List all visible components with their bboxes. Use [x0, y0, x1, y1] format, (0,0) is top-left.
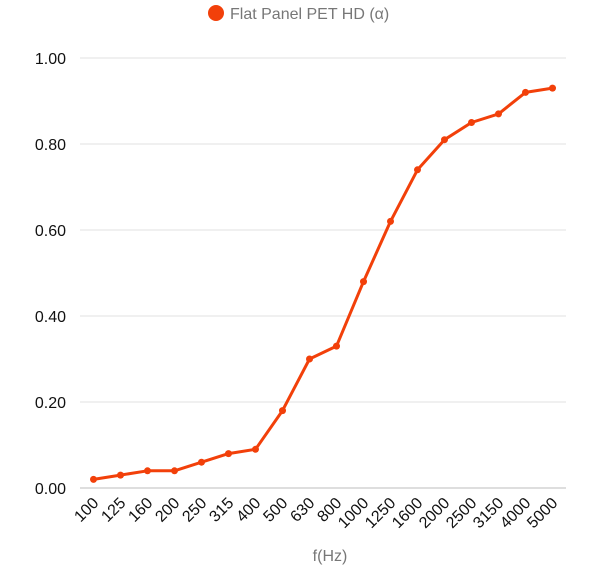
- x-tick-label: 400: [233, 495, 264, 526]
- x-axis-tick-labels: 1001251602002503154005006308001000125016…: [71, 495, 561, 532]
- x-tick-label: 630: [287, 495, 318, 526]
- x-axis-title: f(Hz): [313, 548, 348, 565]
- x-tick-label: 1600: [389, 495, 426, 532]
- x-tick-label: 200: [152, 495, 183, 526]
- series-line: [92, 86, 554, 481]
- data-point: [468, 119, 475, 126]
- grid-lines: [80, 57, 566, 489]
- x-tick-label: 3150: [470, 495, 507, 532]
- x-tick-label: 100: [71, 495, 102, 526]
- data-point: [252, 445, 259, 453]
- legend-swatch: [208, 5, 224, 21]
- y-tick-label: 0.60: [35, 223, 66, 240]
- x-tick-label: 2000: [416, 495, 453, 532]
- data-point: [495, 110, 502, 118]
- x-tick-label: 1250: [362, 495, 399, 532]
- y-tick-label: 0.40: [35, 309, 66, 326]
- data-point: [90, 475, 97, 483]
- legend: Flat Panel PET HD (α): [208, 5, 389, 23]
- data-point: [225, 450, 232, 458]
- y-tick-label: 1.00: [35, 51, 66, 68]
- x-tick-label: 500: [260, 495, 291, 526]
- y-tick-label: 0.20: [35, 395, 66, 412]
- x-tick-label: 315: [206, 495, 237, 526]
- x-tick-label: 2500: [443, 495, 480, 532]
- x-tick-label: 250: [179, 495, 210, 526]
- x-tick-label: 1000: [335, 495, 372, 532]
- x-tick-label: 160: [125, 495, 156, 526]
- legend-label: Flat Panel PET HD (α): [230, 6, 389, 23]
- x-tick-label: 4000: [497, 495, 534, 532]
- x-tick-label: 5000: [524, 495, 561, 532]
- data-point: [144, 467, 151, 475]
- y-axis-tick-labels: 0.00 0.20 0.40 0.60 0.80 1.00: [35, 51, 66, 498]
- series-layer: [90, 84, 556, 483]
- y-tick-label: 0.80: [35, 137, 66, 154]
- y-tick-label: 0.00: [35, 481, 66, 498]
- data-point: [441, 136, 448, 144]
- data-point: [198, 458, 205, 466]
- data-point: [387, 217, 394, 225]
- data-point: [414, 166, 421, 174]
- data-point: [306, 355, 313, 363]
- data-point: [279, 407, 286, 415]
- data-point: [522, 88, 529, 96]
- data-point: [117, 471, 124, 479]
- data-point: [360, 278, 367, 286]
- x-tick-label: 125: [98, 495, 129, 526]
- data-point: [171, 467, 178, 475]
- data-point: [333, 342, 340, 350]
- data-point: [549, 84, 556, 92]
